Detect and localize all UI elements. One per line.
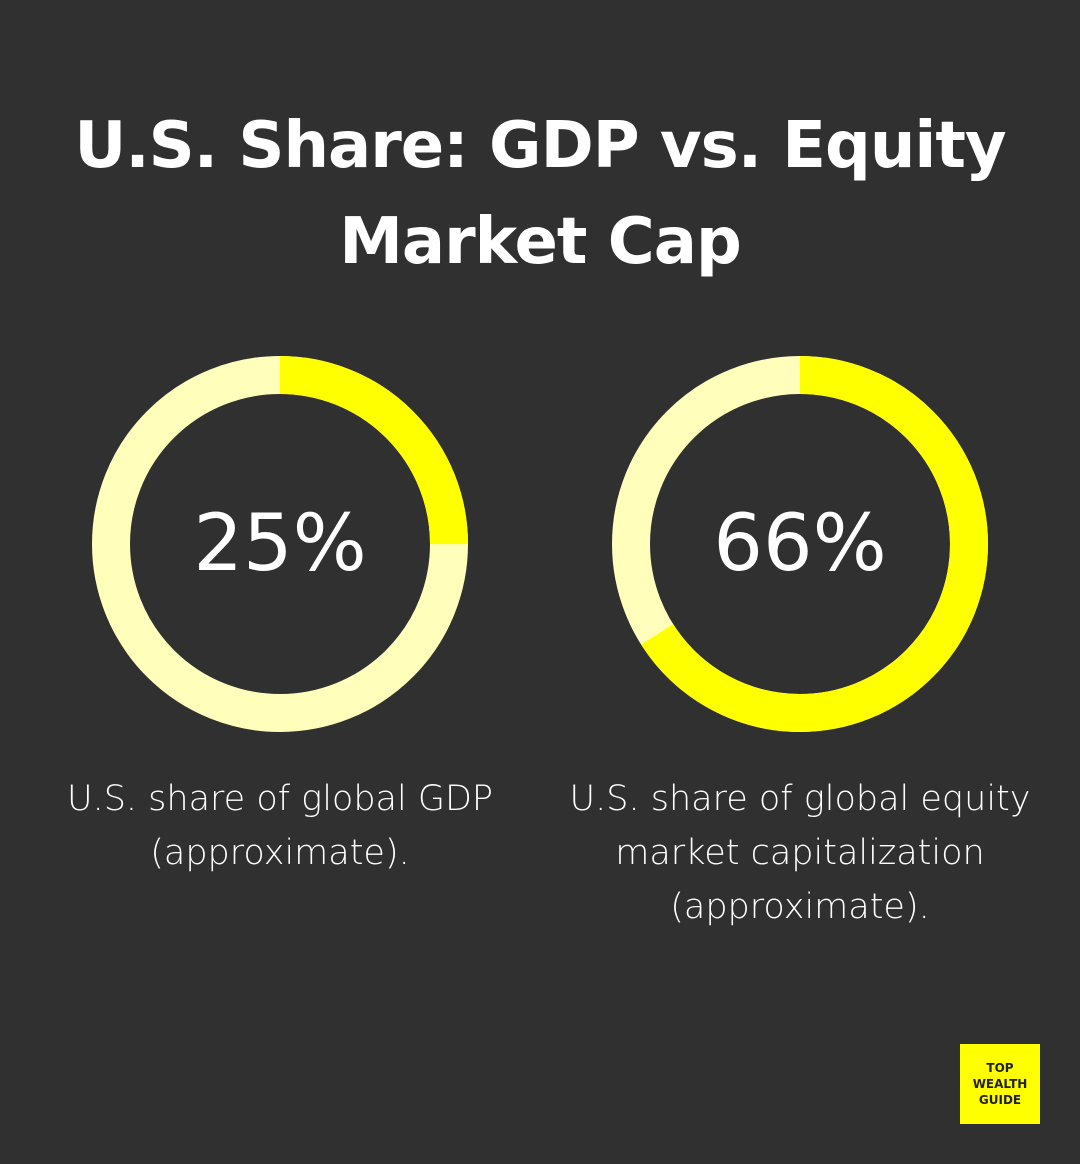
page-title: U.S. Share: GDP vs. Equity Market Cap bbox=[0, 98, 1080, 290]
equity-donut-svg bbox=[612, 356, 988, 732]
equity-share-arc bbox=[612, 356, 988, 732]
equity-percent-label: 66% bbox=[713, 499, 887, 589]
gdp-caption: U.S. share of global GDP (approximate). bbox=[30, 772, 530, 880]
gdp-share-arc bbox=[92, 356, 468, 732]
logo-line: GUIDE bbox=[978, 1093, 1022, 1107]
top-wealth-guide-logo: TOP WEALTH GUIDE bbox=[960, 1044, 1040, 1124]
gdp-donut-svg bbox=[92, 356, 468, 732]
logo-line: TOP bbox=[986, 1061, 1014, 1075]
equity-caption-line: market capitalization bbox=[615, 833, 985, 873]
equity-caption: U.S. share of global equity market capit… bbox=[550, 772, 1050, 934]
equity-donut-chart: 66% bbox=[611, 355, 989, 733]
gdp-donut-chart: 25% bbox=[91, 355, 469, 733]
equity-caption-line: U.S. share of global equity bbox=[569, 779, 1031, 819]
title-line-1: U.S. Share: GDP vs. Equity bbox=[74, 109, 1006, 183]
gdp-percent-label: 25% bbox=[193, 499, 367, 589]
logo-line: WEALTH bbox=[972, 1077, 1028, 1091]
equity-caption-line: (approximate). bbox=[670, 887, 930, 927]
gdp-caption-line: U.S. share of global GDP bbox=[66, 779, 494, 819]
title-line-2: Market Cap bbox=[339, 205, 742, 279]
gdp-caption-line: (approximate). bbox=[150, 833, 410, 873]
